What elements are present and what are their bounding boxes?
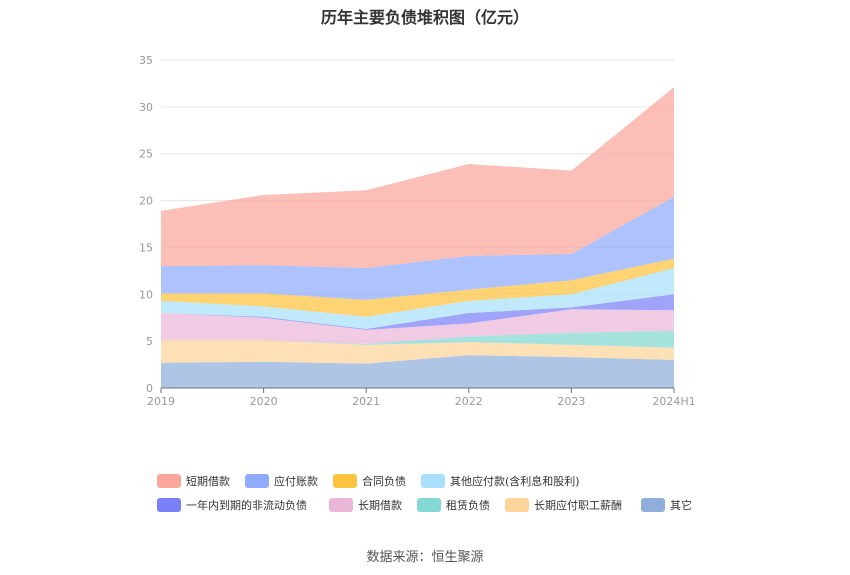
legend-label: 其他应付款(含利息和股利) bbox=[450, 474, 580, 488]
y-tick-label: 25 bbox=[139, 148, 153, 161]
legend-label: 租赁负债 bbox=[446, 498, 490, 512]
area-长期应付职工薪酬 bbox=[161, 340, 674, 364]
y-tick-label: 0 bbox=[146, 382, 153, 395]
x-tick-label: 2024H1 bbox=[652, 395, 695, 408]
legend-swatch bbox=[245, 474, 269, 488]
chart-title: 历年主要负债堆积图（亿元） bbox=[320, 8, 529, 27]
data-source: 数据来源：恒生聚源 bbox=[366, 550, 484, 565]
legend-label: 应付账款 bbox=[274, 474, 318, 488]
legend-swatch bbox=[157, 498, 181, 512]
legend-label: 长期应付职工薪酬 bbox=[534, 498, 622, 512]
x-tick-label: 2021 bbox=[352, 395, 380, 408]
x-tick-label: 2019 bbox=[147, 395, 175, 408]
area-应付账款 bbox=[161, 196, 674, 300]
area-其它 bbox=[161, 355, 674, 388]
legend-label: 一年内到期的非流动负债 bbox=[186, 498, 307, 512]
legend-swatch bbox=[641, 498, 665, 512]
legend-swatch bbox=[333, 474, 357, 488]
y-tick-label: 20 bbox=[139, 195, 153, 208]
area-租赁负债 bbox=[161, 330, 674, 348]
legend-swatch bbox=[329, 498, 353, 512]
legend-swatch bbox=[421, 474, 445, 488]
area-合同负债 bbox=[161, 258, 674, 317]
legend-swatch bbox=[417, 498, 441, 512]
y-tick-label: 15 bbox=[139, 241, 153, 254]
area-其他应付款(含利息和股利) bbox=[161, 268, 674, 329]
area-一年内到期的非流动负债 bbox=[161, 294, 674, 330]
area-长期借款 bbox=[161, 309, 674, 344]
area-短期借款 bbox=[161, 87, 674, 269]
x-tick-label: 2023 bbox=[557, 395, 585, 408]
y-tick-label: 5 bbox=[146, 335, 153, 348]
legend-label: 短期借款 bbox=[186, 474, 230, 488]
legend-label: 合同负债 bbox=[362, 474, 406, 488]
y-tick-label: 10 bbox=[139, 288, 153, 301]
x-tick-label: 2020 bbox=[250, 395, 278, 408]
legend-label: 其它 bbox=[670, 498, 692, 512]
x-tick-label: 2022 bbox=[455, 395, 483, 408]
legend-swatch bbox=[157, 474, 181, 488]
y-tick-label: 35 bbox=[139, 54, 153, 67]
legend-label: 长期借款 bbox=[358, 498, 402, 512]
y-tick-label: 30 bbox=[139, 101, 153, 114]
legend-swatch bbox=[505, 498, 529, 512]
